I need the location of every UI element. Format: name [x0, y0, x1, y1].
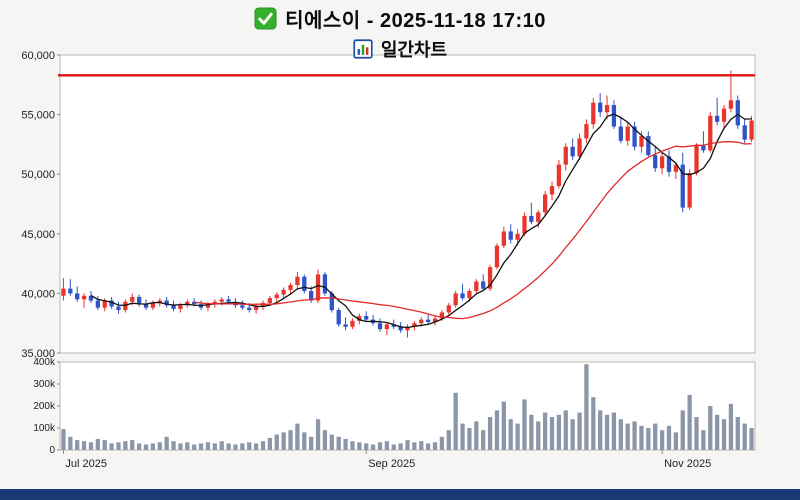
price-tick-label: 35,000	[21, 348, 55, 360]
x-axis-label: Nov 2025	[664, 458, 711, 470]
price-tick-label: 55,000	[21, 110, 55, 122]
x-axis-labels: Jul 2025 Sep 2025 Nov 2025	[62, 450, 711, 470]
price-tick-label: 60,000	[21, 50, 55, 62]
volume-tick-label: 300k	[33, 379, 56, 390]
price-panel	[59, 54, 756, 354]
ma-long-line	[194, 141, 752, 320]
x-axis-label: Sep 2025	[368, 458, 415, 470]
volume-tick-label: 200k	[33, 401, 56, 412]
volume-tick-label: 100k	[33, 423, 56, 434]
volume-tick-label: 400k	[33, 357, 56, 368]
candlesticks	[61, 70, 754, 338]
price-axis-labels: 35,000 40,000 45,000 50,000 55,000 60,000	[21, 50, 60, 360]
price-tick-label: 45,000	[21, 229, 55, 241]
volume-axis-labels: 0 100k 200k 300k 400k	[33, 357, 60, 456]
price-tick-label: 50,000	[21, 169, 55, 181]
volume-tick-label: 0	[49, 445, 55, 456]
x-axis-label: Jul 2025	[65, 458, 107, 470]
ma-short-line	[90, 113, 752, 329]
volume-panel	[59, 361, 756, 451]
price-tick-label: 40,000	[21, 288, 55, 300]
taskbar-strip	[0, 489, 800, 500]
volume-bars	[61, 364, 754, 450]
checkbox-checked-icon[interactable]	[254, 7, 277, 30]
bar-chart-icon	[353, 39, 373, 59]
